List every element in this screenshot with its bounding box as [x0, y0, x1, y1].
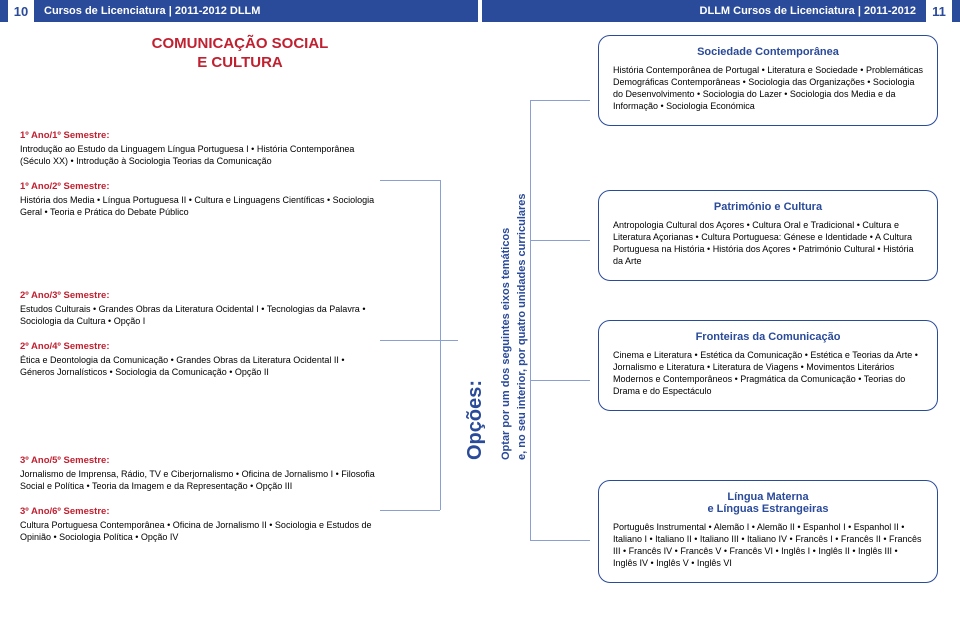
sem-body: História dos Media • Língua Portuguesa I…: [20, 194, 380, 218]
title-line-2: E CULTURA: [60, 54, 420, 73]
sem-body: Estudos Culturais • Grandes Obras da Lit…: [20, 303, 380, 327]
semester-block-3: 3º Ano/5º Semestre: Jornalismo de Impren…: [20, 455, 380, 544]
sem-heading: 3º Ano/5º Semestre:: [20, 455, 380, 466]
page-number-left: 10: [8, 0, 34, 22]
connector-line: [380, 510, 440, 511]
theme-box-society: Sociedade Contemporânea História Contemp…: [598, 35, 938, 126]
title-line-1: COMUNICAÇÃO SOCIAL: [60, 35, 420, 54]
sem-heading: 1º Ano/2º Semestre:: [20, 181, 380, 192]
header-bar-left: 10 Cursos de Licenciatura | 2011-2012 DL…: [0, 0, 478, 22]
sem-body: Ética e Deontologia da Comunicação • Gra…: [20, 354, 380, 378]
connector-line: [530, 240, 590, 241]
connector-line: [440, 180, 441, 510]
theme-heading: Língua Materna e Línguas Estrangeiras: [613, 491, 923, 515]
header-bar-right: DLLM Cursos de Licenciatura | 2011-2012 …: [482, 0, 960, 22]
theme-heading: Sociedade Contemporânea: [613, 46, 923, 58]
theme-body: Cinema e Literatura • Estética da Comuni…: [613, 349, 923, 398]
sem-heading: 1º Ano/1º Semestre:: [20, 130, 380, 141]
theme-body: História Contemporânea de Portugal • Lit…: [613, 64, 923, 113]
sem-heading: 3º Ano/6º Semestre:: [20, 506, 380, 517]
page-number-right: 11: [926, 0, 952, 22]
sem-heading: 2º Ano/4º Semestre:: [20, 341, 380, 352]
theme-body: Português Instrumental • Alemão I • Alem…: [613, 521, 923, 570]
page-title: COMUNICAÇÃO SOCIAL E CULTURA: [60, 35, 420, 73]
sem-body: Introdução ao Estudo da Linguagem Língua…: [20, 143, 380, 167]
connector-line: [530, 380, 590, 381]
header-text-right: DLLM Cursos de Licenciatura | 2011-2012: [700, 5, 916, 17]
semester-block-1: 1º Ano/1º Semestre: Introdução ao Estudo…: [20, 130, 380, 219]
connector-line: [380, 180, 440, 181]
vertical-subtext-2: e, no seu interior, por quatro unidades …: [516, 193, 528, 460]
theme-body: Antropologia Cultural dos Açores • Cultu…: [613, 219, 923, 268]
vertical-subtext-1: Optar por um dos seguintes eixos temátic…: [500, 228, 512, 460]
theme-box-languages: Língua Materna e Línguas Estrangeiras Po…: [598, 480, 938, 583]
connector-line: [380, 340, 440, 341]
header-text-left: Cursos de Licenciatura | 2011-2012 DLLM: [44, 5, 260, 17]
theme-heading: Património e Cultura: [613, 201, 923, 213]
theme-heading: Fronteiras da Comunicação: [613, 331, 923, 343]
theme-box-communication: Fronteiras da Comunicação Cinema e Liter…: [598, 320, 938, 411]
sem-body: Cultura Portuguesa Contemporânea • Ofici…: [20, 519, 380, 543]
sem-body: Jornalismo de Imprensa, Rádio, TV e Cibe…: [20, 468, 380, 492]
connector-line: [530, 540, 590, 541]
sem-heading: 2º Ano/3º Semestre:: [20, 290, 380, 301]
theme-box-culture: Património e Cultura Antropologia Cultur…: [598, 190, 938, 281]
semester-block-2: 2º Ano/3º Semestre: Estudos Culturais • …: [20, 290, 380, 379]
connector-line: [530, 100, 590, 101]
vertical-label-opcoes: Opções:: [464, 380, 487, 460]
connector-line: [530, 100, 531, 540]
connector-line: [440, 340, 458, 341]
